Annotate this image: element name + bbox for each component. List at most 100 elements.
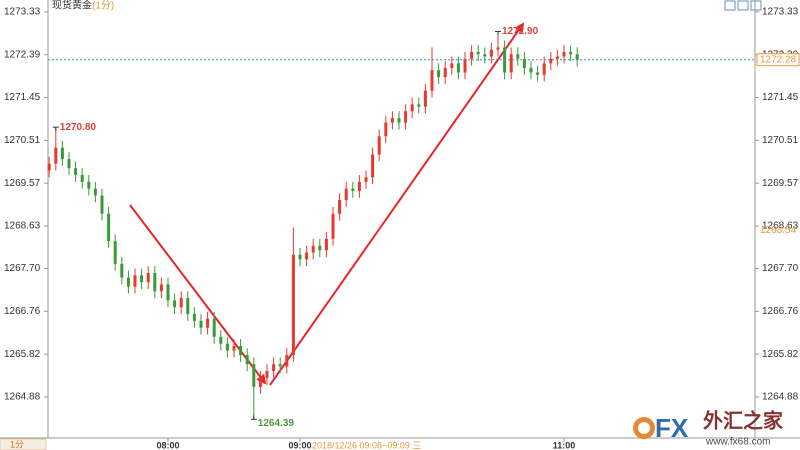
candle-body <box>384 122 388 137</box>
y-tick-label: 1270.51 <box>4 135 41 146</box>
candle-body <box>417 104 421 107</box>
y2-tick-label: 1267.70 <box>762 263 799 274</box>
candle-body <box>549 58 553 64</box>
candle-body <box>516 54 520 59</box>
candle-body <box>265 371 269 378</box>
y-tick-label: 1271.45 <box>4 92 41 103</box>
y-tick-label: 1267.70 <box>4 263 41 274</box>
y-tick-label: 1265.82 <box>4 349 41 360</box>
candle-body <box>529 67 533 73</box>
trend-arrow <box>129 204 267 385</box>
candle-body <box>87 181 91 189</box>
candle-body <box>351 188 355 191</box>
candle-body <box>298 254 302 260</box>
watermark: FX 外汇之家 www.fx68.com <box>633 408 784 448</box>
candle-body <box>483 54 487 57</box>
candle-body <box>397 118 401 123</box>
candle-body <box>318 245 322 251</box>
candle-body <box>476 51 480 55</box>
candle-body <box>166 284 170 301</box>
candle-body <box>575 54 579 60</box>
candle-body <box>331 213 335 239</box>
candle-body <box>245 355 249 365</box>
watermark-url: www.fx68.com <box>705 437 770 448</box>
candle-body <box>377 136 381 155</box>
candle-body <box>278 364 282 367</box>
chart-title: 现货黄金 <box>52 0 92 12</box>
y2-tick-label: 1273.33 <box>762 6 799 17</box>
candle-body <box>219 336 223 344</box>
candle-body <box>232 345 236 351</box>
candle-body <box>47 163 51 171</box>
candle-body <box>133 275 137 287</box>
candle-body <box>423 90 427 107</box>
candle-body <box>67 159 71 169</box>
tool-icon[interactable] <box>737 0 749 11</box>
status-text: 2018/12/26 09:08~09:09 三 <box>312 440 421 450</box>
x-tick-label: 09:00 <box>288 440 311 450</box>
y-tick-label: 1268.63 <box>4 221 41 232</box>
candle-body <box>542 63 546 75</box>
candle-body <box>60 147 64 160</box>
y2-tick-label: 1269.57 <box>762 178 799 189</box>
candle-body <box>489 49 493 57</box>
y2-tick-label: 1268.63 <box>762 221 799 232</box>
tool-icon[interactable] <box>750 0 762 11</box>
candle-body <box>113 241 117 264</box>
x-tick-label: 08:00 <box>156 440 179 450</box>
candle-body <box>404 111 408 123</box>
watermark-logo <box>638 422 650 434</box>
candle-body <box>390 118 394 123</box>
candle-body <box>456 63 460 73</box>
y-tick-label: 1269.57 <box>4 178 41 189</box>
marker-price-label: 1268.54 <box>760 225 797 236</box>
candle-body <box>410 104 414 112</box>
candle-body <box>239 345 243 356</box>
y2-tick-label: 1266.76 <box>762 306 799 317</box>
candle-body <box>324 238 328 251</box>
candle-body <box>364 177 368 182</box>
last-price-label: 1272.28 <box>760 54 797 65</box>
candle-body <box>357 181 361 191</box>
candle-body <box>126 277 130 287</box>
candle-body <box>463 58 467 73</box>
y-tick-label: 1264.88 <box>4 392 41 403</box>
candle-body <box>100 195 104 214</box>
candle-body <box>80 175 84 182</box>
candle-body <box>179 298 183 308</box>
candle-body <box>430 70 434 91</box>
candle-body <box>450 63 454 68</box>
candle-body <box>305 252 309 260</box>
candle-body <box>120 263 124 278</box>
tool-icon[interactable] <box>724 0 736 11</box>
chart-subtitle: (1分) <box>92 0 114 12</box>
candle-body <box>338 200 342 214</box>
period-button-label[interactable]: 1分 <box>10 439 24 449</box>
candle-body <box>536 72 540 75</box>
period-button[interactable] <box>0 438 47 450</box>
y-tick-label: 1272.39 <box>4 49 41 60</box>
candle-body <box>311 245 315 253</box>
trend-arrow <box>269 22 525 386</box>
candle-body <box>225 343 229 351</box>
x-tick-label: 11:00 <box>553 440 576 450</box>
candle-body <box>437 70 441 78</box>
candle-body <box>54 147 58 164</box>
candle-body <box>509 54 513 73</box>
annotation-label: 1264.39 <box>258 418 295 429</box>
candle-body <box>285 355 289 367</box>
candle-body <box>153 273 157 292</box>
candle-body <box>186 298 190 315</box>
y-tick-label: 1273.33 <box>4 6 41 17</box>
annotation-label: 1270.80 <box>60 122 97 133</box>
watermark-brand: FX <box>655 413 689 443</box>
candle-body <box>522 58 526 68</box>
candle-body <box>496 47 500 50</box>
candle-body <box>212 318 216 337</box>
candle-body <box>173 300 177 308</box>
candle-body <box>470 51 474 59</box>
candle-body <box>192 314 196 321</box>
candle-body <box>555 56 559 59</box>
candle-body <box>159 284 163 292</box>
